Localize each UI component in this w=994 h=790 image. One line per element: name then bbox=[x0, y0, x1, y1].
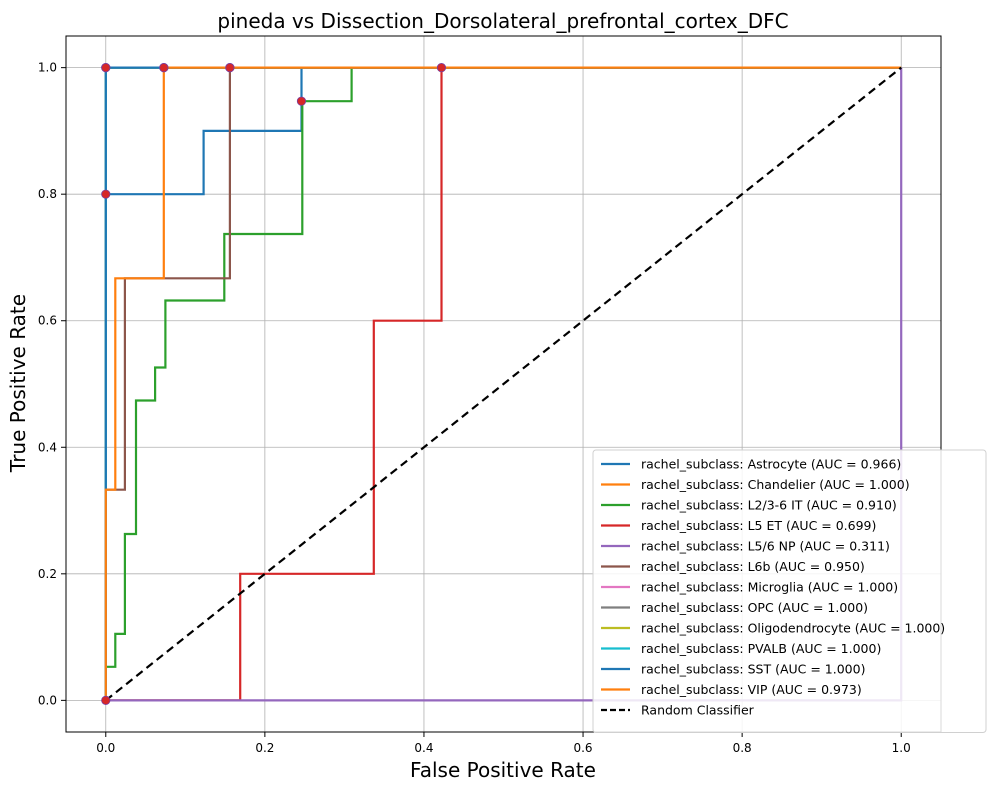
y-tick-label: 0.2 bbox=[38, 567, 57, 581]
legend-box bbox=[592, 449, 987, 733]
x-tick-label: 0.2 bbox=[255, 741, 274, 755]
y-tick-label: 0.4 bbox=[38, 440, 57, 454]
threshold-marker bbox=[436, 63, 447, 73]
axes-frame bbox=[65, 35, 942, 733]
legend-label: rachel_subclass: Astrocyte (AUC = 0.966) bbox=[641, 457, 901, 472]
y-tick-label: 1.0 bbox=[38, 61, 57, 75]
x-tick-label: 0.6 bbox=[573, 741, 592, 755]
threshold-marker bbox=[159, 63, 169, 73]
legend-label: rachel_subclass: L5 ET (AUC = 0.699) bbox=[641, 518, 876, 533]
legend: rachel_subclass: Astrocyte (AUC = 0.966)… bbox=[592, 449, 987, 733]
plot-area: 0.0 0.2 0.4 0.6 0.8 1.0 0.0 0.2 0.4 0.6 0.8 1.0 bbox=[38, 35, 942, 755]
legend-label: rachel_subclass: Microglia (AUC = 1.000) bbox=[641, 580, 898, 595]
legend-label: rachel_subclass: L2/3-6 IT (AUC = 0.910) bbox=[641, 498, 897, 513]
legend-label: Random Classifier bbox=[641, 703, 755, 718]
x-axis-label: False Positive Rate bbox=[410, 758, 596, 782]
y-tick-label: 0.6 bbox=[38, 314, 57, 328]
x-tick-label: 0.0 bbox=[96, 741, 115, 755]
x-tick-label: 0.4 bbox=[414, 741, 433, 755]
y-tick-label: 0.8 bbox=[38, 187, 57, 201]
x-tick-label: 1.0 bbox=[892, 741, 911, 755]
legend-label: rachel_subclass: PVALB (AUC = 1.000) bbox=[641, 641, 881, 656]
threshold-marker bbox=[101, 189, 111, 199]
chart-title: pineda vs Dissection_Dorsolateral_prefro… bbox=[217, 9, 788, 33]
legend-label: rachel_subclass: Chandelier (AUC = 1.000… bbox=[641, 477, 910, 492]
legend-label: rachel_subclass: OPC (AUC = 1.000) bbox=[641, 600, 868, 615]
threshold-marker bbox=[101, 63, 111, 73]
x-tick-label: 0.8 bbox=[733, 741, 752, 755]
threshold-marker bbox=[101, 695, 111, 705]
y-axis-label: True Positive Rate bbox=[6, 294, 30, 473]
legend-label: rachel_subclass: L5/6 NP (AUC = 0.311) bbox=[641, 539, 890, 554]
y-tick-label: 0.0 bbox=[38, 693, 57, 707]
random-classifier-line bbox=[105, 66, 902, 702]
legend-label: rachel_subclass: VIP (AUC = 0.973) bbox=[641, 682, 862, 697]
threshold-marker bbox=[296, 96, 307, 106]
threshold-marker bbox=[225, 63, 235, 73]
legend-label: rachel_subclass: L6b (AUC = 0.950) bbox=[641, 559, 865, 574]
legend-label: rachel_subclass: SST (AUC = 1.000) bbox=[641, 662, 865, 677]
legend-label: rachel_subclass: Oligodendrocyte (AUC = … bbox=[641, 621, 945, 636]
series-line bbox=[105, 66, 902, 702]
